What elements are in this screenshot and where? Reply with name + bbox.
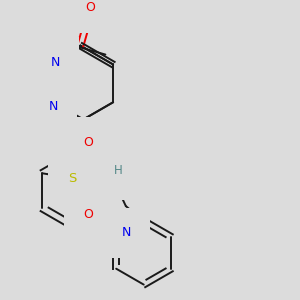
Text: N: N (51, 56, 60, 69)
Text: O: O (83, 136, 93, 149)
Text: H: H (113, 164, 122, 177)
Text: N: N (101, 168, 111, 181)
Text: S: S (68, 172, 76, 185)
Text: O: O (85, 1, 95, 14)
Text: N: N (122, 226, 131, 239)
Text: N: N (49, 100, 58, 113)
Text: O: O (83, 208, 93, 220)
